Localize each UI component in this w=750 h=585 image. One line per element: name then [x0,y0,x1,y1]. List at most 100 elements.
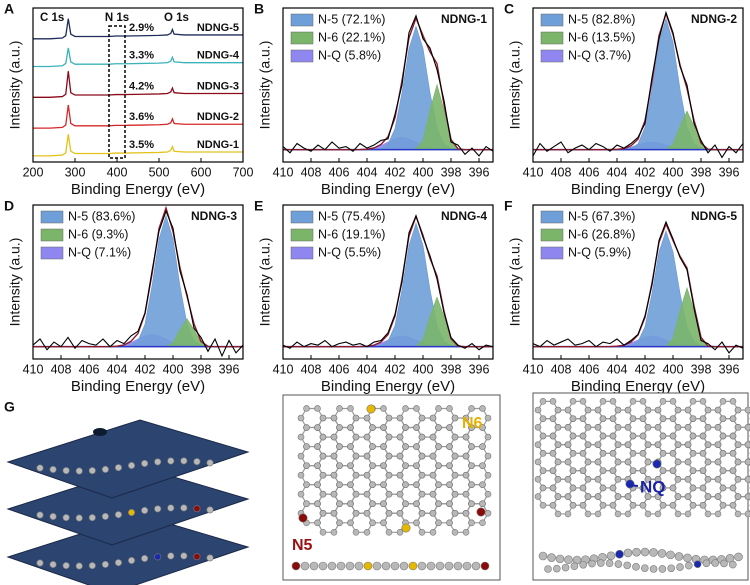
panel-letter: A [4,1,14,17]
atom [319,452,327,460]
atom [564,555,573,565]
atom [699,450,707,457]
atom [451,490,459,498]
x-tick-label: 406 [329,362,350,376]
legend-label: N-5 (72.1%) [318,12,385,26]
atom [659,450,667,457]
atom [629,450,637,457]
atom [639,501,647,509]
atom-label: N6 [462,415,483,432]
atom [352,509,360,517]
component-area [283,83,493,151]
atom [654,406,662,414]
raw-spectrum [33,209,243,358]
atom [659,484,667,492]
atom [462,561,472,571]
legend-label: N-Q (7.1%) [68,245,131,259]
atom [614,458,622,466]
atom [128,556,136,564]
atom [614,424,622,431]
atom [659,398,667,405]
legend-label: N-6 (19.1%) [318,227,385,241]
atom [719,432,727,440]
atom [418,529,426,536]
panel-letter: C [504,1,514,17]
atom [564,510,572,518]
atom [674,493,682,500]
atom [629,432,637,440]
atom [640,547,650,557]
atom [413,424,420,431]
sheet-hole [93,428,107,436]
atom [588,559,596,568]
legend-label: N-Q (5.8%) [318,48,381,62]
atom [366,404,376,414]
atom [319,490,327,498]
atom [539,398,547,405]
x-tick-label: 410 [273,362,294,376]
atom [413,519,420,527]
atom [309,561,319,571]
legend-label: N-6 (13.5%) [568,30,635,44]
y-axis-label: Intensity (a.u.) [257,41,273,130]
component-area [533,286,743,348]
legend-swatch [290,13,314,27]
atom [534,441,542,448]
atom [347,405,354,412]
atom [444,561,454,571]
atom [539,484,547,492]
x-tick-label: 410 [523,165,544,179]
atom [729,467,737,474]
atom [549,415,557,422]
atom [596,559,605,567]
atom [468,481,475,488]
atom [330,414,338,422]
atom [744,493,750,500]
atom [734,475,742,483]
atom [462,433,470,441]
atom [479,519,486,527]
atom [154,505,162,513]
atom [363,452,371,460]
atom [534,475,542,483]
series-label: NDNG-4 [197,50,240,62]
legend-swatch [540,210,564,224]
atom [336,561,346,571]
atom [319,414,327,422]
atom [49,560,57,568]
atom [659,501,667,509]
atom [539,432,547,440]
atom [652,459,662,469]
atom [435,405,442,412]
atom [471,561,481,571]
atom [609,501,617,509]
atom [654,441,662,448]
legend-label: N-5 (82.8%) [568,12,635,26]
atom [669,450,677,457]
atom [345,561,355,571]
atom [632,547,641,557]
atom [336,443,343,450]
atom [599,432,607,440]
atom [689,398,697,405]
atom [684,475,692,483]
atom [402,481,409,488]
legend-swatch [40,210,64,224]
atom [584,510,592,518]
atom [484,452,492,460]
atom [363,561,373,571]
atom [561,563,570,572]
atom [49,465,57,473]
y-axis-label: Intensity (a.u.) [7,238,23,327]
atom [297,471,305,479]
atom [297,490,305,498]
atom [451,433,459,441]
atom [669,484,677,492]
atom [554,458,562,466]
atom [336,519,343,527]
atom [579,501,587,509]
atom [385,529,393,536]
atom [564,424,572,431]
atom [554,424,562,431]
